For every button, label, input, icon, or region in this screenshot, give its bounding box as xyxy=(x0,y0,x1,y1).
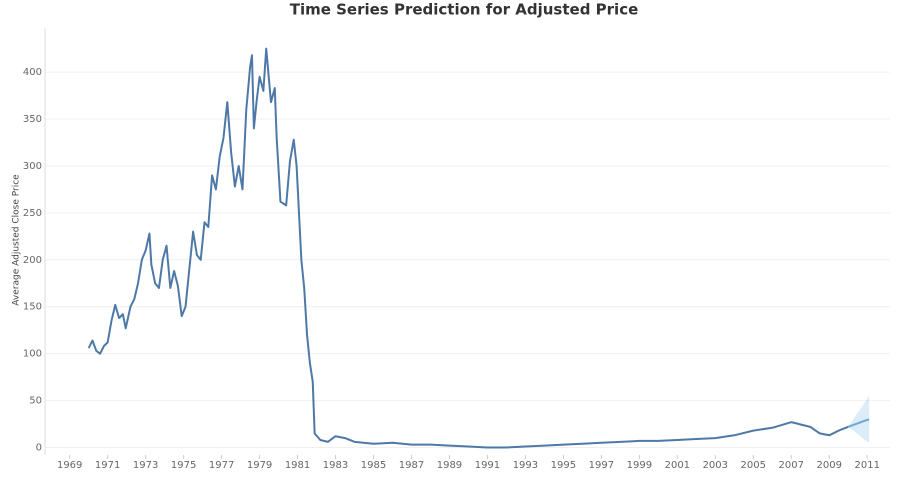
chart-title: Time Series Prediction for Adjusted Pric… xyxy=(290,1,639,19)
y-tick-label: 350 xyxy=(23,114,42,125)
x-tick-label: 1987 xyxy=(399,460,424,471)
y-axis-title: Average Adjusted Close Price xyxy=(12,174,22,306)
x-tick-label: 1977 xyxy=(209,460,234,471)
x-tick-label: 1975 xyxy=(171,460,196,471)
x-tick-label: 2007 xyxy=(779,460,804,471)
x-tick-label: 2001 xyxy=(665,460,690,471)
x-tick-label: 2003 xyxy=(703,460,728,471)
y-tick-label: 200 xyxy=(23,255,42,266)
y-tick-label: 300 xyxy=(23,161,42,172)
x-tick-label: 1999 xyxy=(627,460,652,471)
x-tick-label: 1991 xyxy=(475,460,500,471)
x-tick-label: 2005 xyxy=(741,460,766,471)
x-tick-label: 2009 xyxy=(817,460,842,471)
y-tick-label: 250 xyxy=(23,208,42,219)
x-tick-label: 2011 xyxy=(854,460,879,471)
price-line xyxy=(87,47,849,449)
y-tick-label: 0 xyxy=(36,442,42,453)
x-tick-label: 1969 xyxy=(57,460,82,471)
x-tick-label: 1993 xyxy=(513,460,538,471)
x-tick-label: 1985 xyxy=(361,460,386,471)
x-tick-label: 1997 xyxy=(589,460,614,471)
x-tick-label: 1971 xyxy=(95,460,120,471)
x-tick-label: 1979 xyxy=(247,460,272,471)
y-tick-label: 50 xyxy=(29,396,42,407)
y-tick-label: 150 xyxy=(23,302,42,313)
x-tick-label: 1989 xyxy=(437,460,462,471)
y-tick-label: 400 xyxy=(23,67,42,78)
x-tick-label: 1995 xyxy=(551,460,576,471)
forecast-band xyxy=(848,395,870,443)
x-tick-label: 1973 xyxy=(133,460,158,471)
y-tick-label: 100 xyxy=(23,349,42,360)
x-tick-label: 1981 xyxy=(285,460,310,471)
price-line xyxy=(847,418,870,428)
x-tick-label: 1983 xyxy=(323,460,348,471)
